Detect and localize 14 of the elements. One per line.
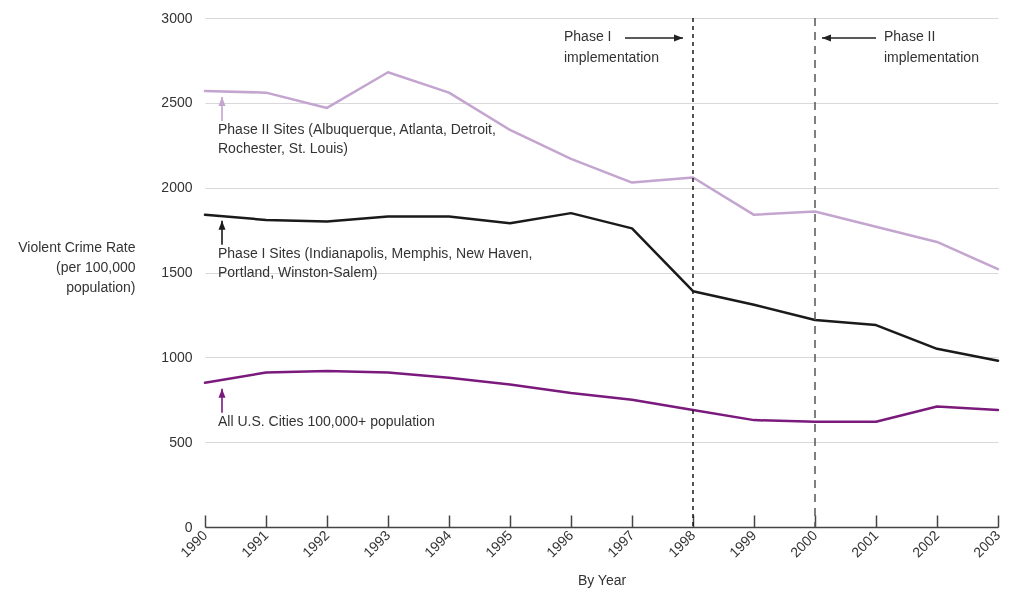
- y-tick-label: 3000: [161, 9, 193, 26]
- y-axis-title: Violent Crime Rate (per 100,000 population): [18, 238, 136, 295]
- y-tick-label: 1500: [161, 264, 193, 280]
- y-tick-label: 2500: [161, 94, 193, 111]
- x-axis-title: By Year: [577, 572, 627, 589]
- legend-label: Phase I Sites (Indianapolis, Memphis, New Haven, Portland, Winston-Salem): [218, 244, 533, 280]
- y-tick-label: 500: [169, 433, 193, 450]
- legend-label: Phase II Sites (Albuquerque, Atlanta, Detroit, Rochester, St. Louis): [218, 120, 496, 156]
- y-tick-label: 2000: [161, 179, 193, 196]
- y-tick-label: 1000: [161, 348, 193, 365]
- legend-label: All U.S. Cities 100,000+ population: [218, 412, 435, 429]
- ref-line-label: Phase II implementation: [884, 28, 979, 65]
- ref-line-label: Phase I implementation: [564, 28, 659, 65]
- y-tick-label: 0: [184, 518, 193, 535]
